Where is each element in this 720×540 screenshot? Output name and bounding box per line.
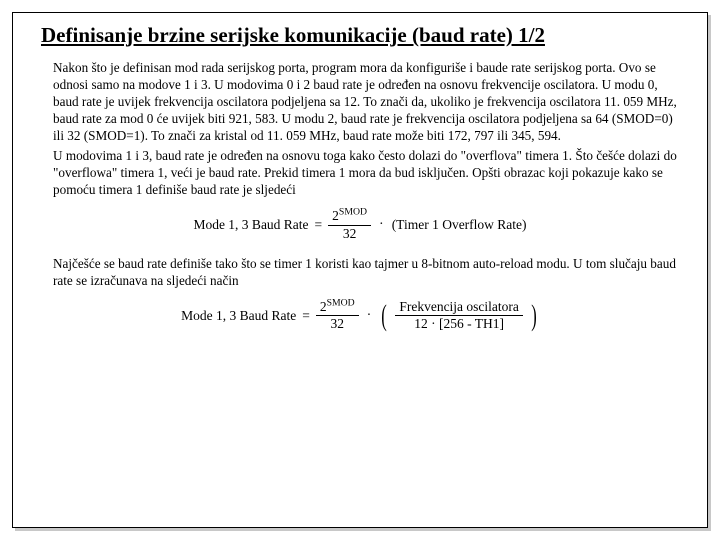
formula2-f1-den: 32 [326,316,348,332]
slide-frame: Definisanje brzine serijske komunikacije… [12,12,708,528]
paragraph-2: U modovima 1 i 3, baud rate je određen n… [35,148,685,199]
formula2-fraction-1: 2SMOD 32 [316,300,359,333]
formula1-den: 32 [339,226,361,242]
formula2-f1-num-base: 2 [320,299,327,314]
paragraph-3: Najčešće se baud rate definiše tako što … [35,256,685,290]
formula2-left-bracket: ( [382,301,388,331]
formula2-right-bracket: ) [531,301,537,331]
formula1-eq: = [315,217,323,233]
formula2-f2-den: 12 · [256 - TH1] [410,316,508,332]
formula2-f2-num: Frekvencija oscilatora [395,300,523,317]
formula2-fraction-2: Frekvencija oscilatora 12 · [256 - TH1] [395,300,523,333]
slide-title: Definisanje brzine serijske komunikacije… [41,23,685,48]
formula1-num-base: 2 [332,208,339,223]
formula1-rhs: (Timer 1 Overflow Rate) [392,217,527,233]
formula1-fraction: 2SMOD 32 [328,209,371,242]
formula2-eq: = [302,308,310,324]
formula2-lhs: Mode 1, 3 Baud Rate [181,308,296,324]
paragraph-1: Nakon što je definisan mod rada serijsko… [35,60,685,144]
formula2-dot: · [365,308,374,324]
formula2-f1-num-sup: SMOD [327,297,355,308]
formula1-num-sup: SMOD [339,207,367,218]
formula1-lhs: Mode 1, 3 Baud Rate [193,217,308,233]
formula-1: Mode 1, 3 Baud Rate = 2SMOD 32 · (Timer … [35,209,685,242]
formula-2: Mode 1, 3 Baud Rate = 2SMOD 32 · ( Frekv… [35,300,685,333]
formula1-dot: · [377,217,386,233]
